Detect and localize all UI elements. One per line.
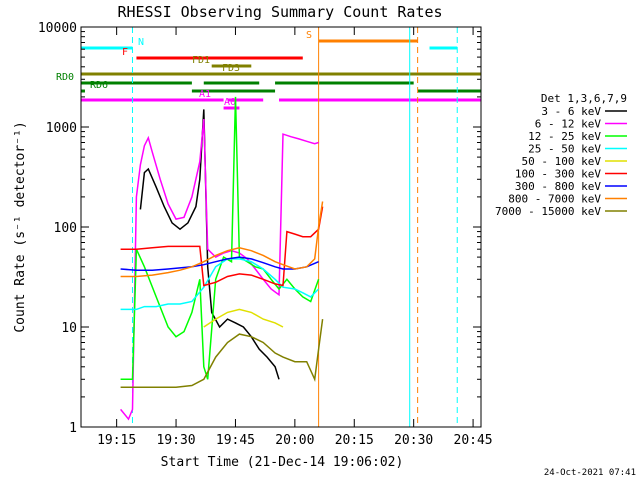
- flag-label-rd0: RD0: [56, 72, 74, 83]
- y-tick-label-1: 10: [61, 321, 77, 336]
- flag-label-rd6: RD6: [90, 80, 108, 91]
- series-line-8: [120, 319, 324, 388]
- legend-label-7: 800 - 7000 keV: [508, 193, 601, 206]
- flag-bars: NF FD1 FD3 RD0 RD6 A1 A0 S: [56, 30, 481, 110]
- series-line-7: [120, 201, 324, 278]
- legend-label-5: 100 - 300 keV: [515, 168, 601, 181]
- legend-title: Det 1,3,6,7,9: [541, 92, 627, 105]
- legend-label-3: 25 - 50 keV: [528, 143, 601, 156]
- legend-label-4: 50 - 100 keV: [522, 155, 602, 168]
- series-line-2: [120, 96, 320, 381]
- legend-label-8: 7000 - 15000 keV: [495, 205, 601, 218]
- flag-label-f: F: [122, 47, 128, 58]
- x-tick-label-3: 20:00: [275, 433, 314, 448]
- series-line-5: [120, 206, 324, 287]
- legend-label-0: 3 - 6 keV: [541, 105, 601, 118]
- series-line-6: [120, 256, 319, 271]
- x-tick-label-5: 20:30: [394, 433, 433, 448]
- series-lines: [120, 96, 324, 421]
- series-line-1: [120, 119, 319, 421]
- legend-label-2: 12 - 25 keV: [528, 130, 601, 143]
- flag-label-s: S: [306, 30, 312, 41]
- series-line-4: [203, 308, 284, 328]
- legend-label-1: 6 - 12 keV: [535, 118, 602, 131]
- x-tick-label-4: 20:15: [335, 433, 374, 448]
- axes: 19:15 19:30 19:45 20:00 20:15 20:30 20:45 1 10 10…: [38, 21, 493, 448]
- flag-label-a1: A1: [199, 89, 211, 100]
- y-axis-label: Count Rate (s⁻¹ detector⁻¹): [13, 121, 28, 332]
- y-tick-label-4: 10000: [38, 21, 77, 36]
- legend-label-6: 300 - 800 keV: [515, 180, 601, 193]
- series-line-3: [120, 258, 320, 311]
- flag-label-n: N: [138, 37, 144, 48]
- flag-label-fd1: FD1: [192, 55, 210, 66]
- timestamp: 24-Oct-2021 07:41: [544, 468, 636, 478]
- x-tick-label-2: 19:45: [216, 433, 255, 448]
- y-tick-label-2: 100: [54, 221, 77, 236]
- y-tick-label-0: 1: [69, 421, 77, 436]
- x-axis-label: Start Time (21-Dec-14 19:06:02): [161, 455, 404, 470]
- x-tick-label-6: 20:45: [454, 433, 493, 448]
- flag-label-a0: A0: [224, 97, 236, 108]
- x-tick-label-1: 19:30: [156, 433, 195, 448]
- flag-label-fd3: FD3: [222, 63, 240, 74]
- y-tick-label-3: 1000: [46, 121, 77, 136]
- x-tick-label-0: 19:15: [97, 433, 136, 448]
- chart-title: RHESSI Observing Summary Count Rates: [117, 3, 442, 21]
